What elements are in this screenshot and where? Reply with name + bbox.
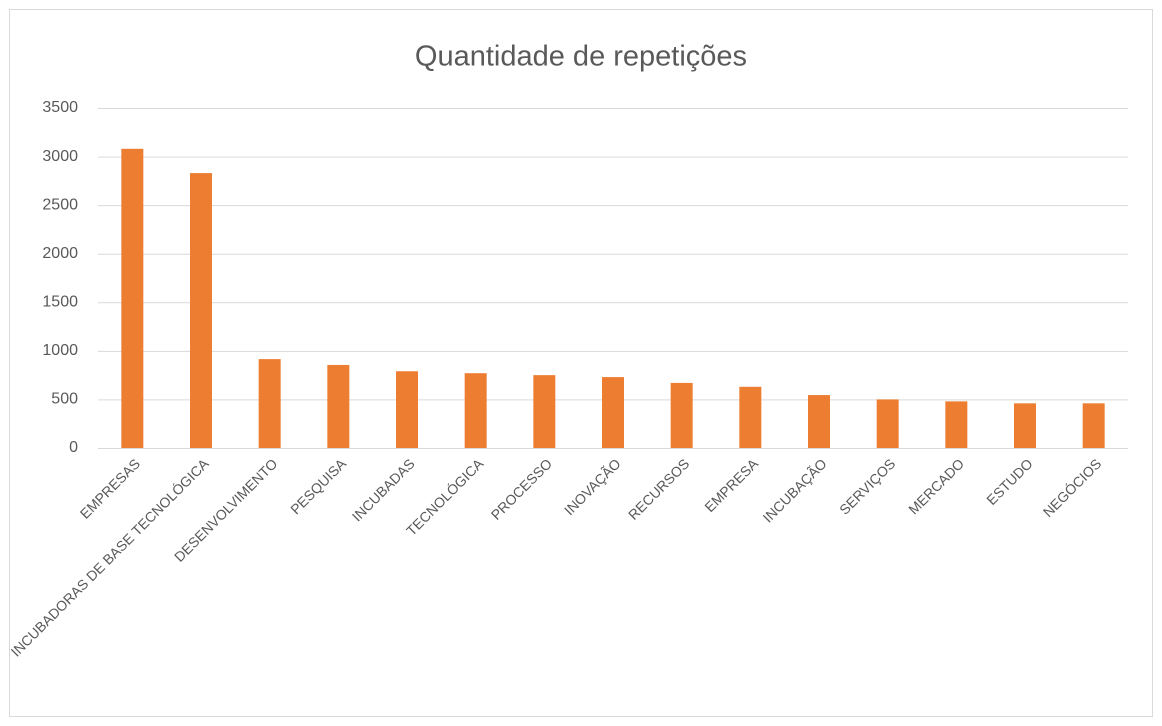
y-tick-label: 500 (51, 391, 78, 408)
bar (1014, 403, 1036, 448)
bar (945, 401, 968, 448)
y-tick-label: 1500 (42, 294, 78, 311)
bar (327, 364, 350, 448)
bar (121, 148, 144, 449)
y-tick-label: 3500 (42, 99, 78, 116)
bar (396, 371, 418, 448)
y-tick-label: 1000 (42, 342, 78, 359)
y-tick-label: 2000 (42, 245, 78, 262)
bar (190, 173, 212, 449)
bar (876, 399, 899, 448)
bar (1082, 403, 1105, 448)
bar (533, 375, 556, 448)
bar (464, 373, 487, 448)
bar (258, 359, 281, 448)
bar (602, 377, 624, 448)
y-tick-label: 2500 (42, 196, 78, 213)
y-tick-label: 3000 (42, 148, 78, 165)
chart-title: Quantidade de repetições (415, 41, 747, 73)
bar (739, 386, 762, 448)
chart-border (9, 9, 1153, 717)
bar (808, 395, 830, 448)
y-tick-label: 0 (69, 439, 78, 456)
bar (670, 382, 693, 448)
